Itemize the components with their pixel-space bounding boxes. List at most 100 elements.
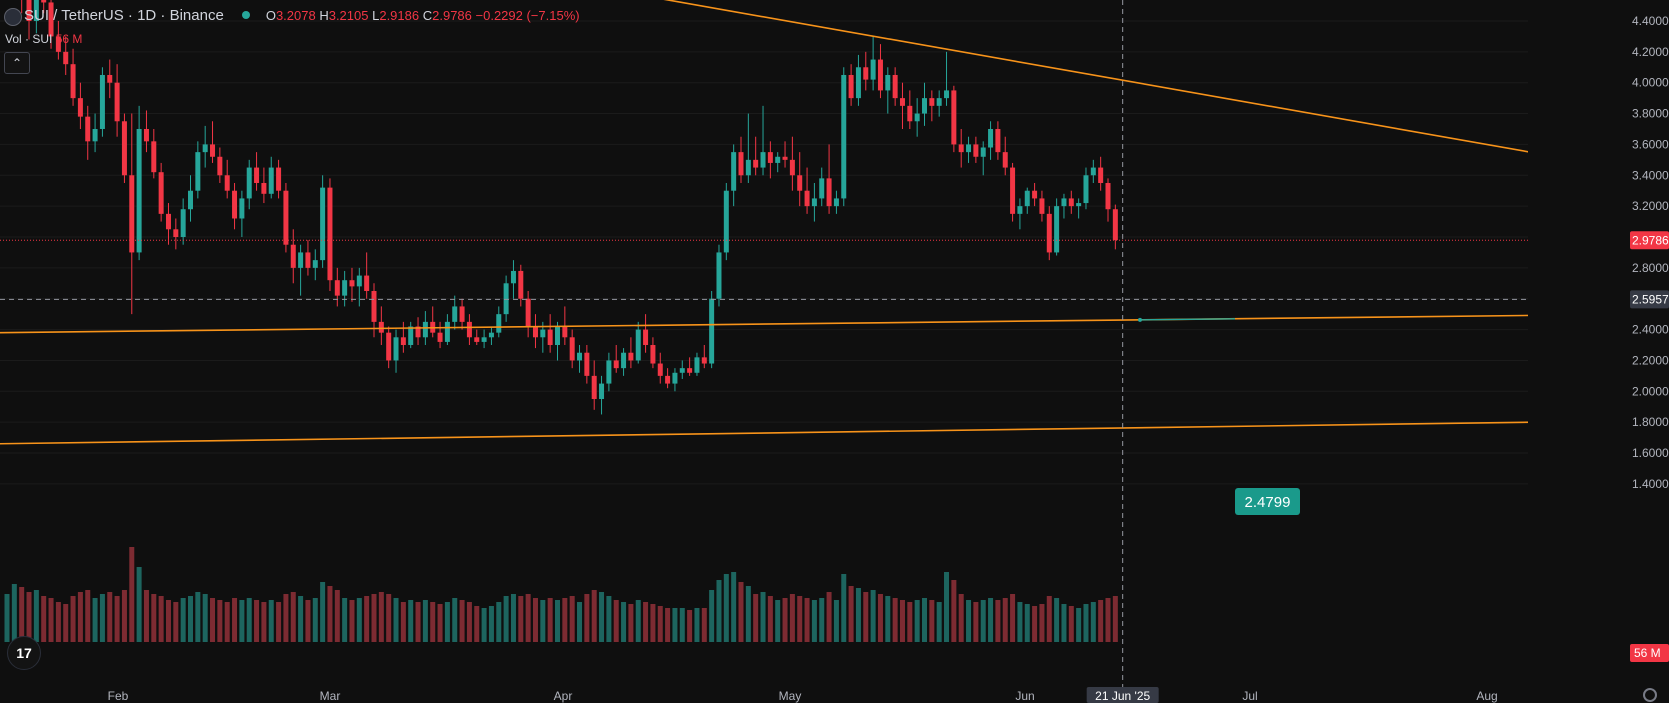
candle-body [907,105,913,122]
volume-bar [826,592,832,642]
candle-body [107,74,113,83]
volume-bar [848,586,854,642]
candle-body [635,329,641,361]
trendline[interactable] [0,313,1644,334]
volume-bar [158,596,164,642]
open-label: O [265,7,276,23]
price-tick-label: 2.0000 [1632,384,1669,398]
volume-bar [129,547,135,642]
candle-body [694,357,700,373]
candle-body [327,187,333,281]
time-tick-label: Aug [1476,689,1497,703]
price-tick-label: 4.0000 [1632,76,1669,90]
volume-bar [77,592,83,642]
volume-bar [246,598,252,642]
candle-body [899,98,905,106]
symbol-header[interactable]: SUI / TetherUS · 1D · Binance O3.2078 H3… [0,0,580,30]
chevron-up-icon[interactable]: ⌃ [4,52,30,74]
candle-body [349,280,355,287]
candle-body [709,298,715,364]
trendline[interactable] [0,419,1644,445]
candle-body [1105,182,1111,210]
candle-body [268,167,274,194]
volume-bar [1010,594,1016,642]
volume-bar [555,600,560,642]
candle-body [129,175,135,253]
high-label: H [319,7,329,23]
volume-bar [4,594,10,642]
candle-body [870,59,876,80]
tradingview-logo-icon[interactable]: 17 [7,636,41,670]
candle-body [151,141,157,173]
price-tick-label: 1.8000 [1632,415,1669,429]
volume-bar [452,598,458,642]
trendlines[interactable] [0,0,1644,445]
ohlc-values: O3.2078 H3.2105 L2.9186 C2.9786 −0.2292 … [266,8,580,23]
candle-body [562,326,568,338]
volume-bar [907,602,913,642]
time-axis[interactable]: Feb Mar Apr May Jun Jul Aug 21 Jun '25 [108,687,1498,703]
volume-bar [165,600,171,642]
volume-bar [767,596,773,642]
candle-body [540,329,546,338]
volume-bar [371,594,377,642]
volume-bar [966,600,972,642]
volume-bar [114,596,120,642]
candle-body [246,167,252,199]
gear-icon[interactable] [1643,688,1657,702]
volume-bar [268,600,274,642]
candle-body [48,2,54,37]
candle-body [914,113,920,122]
volume-legend[interactable]: Vol · SUI 56 M [5,32,82,46]
candle-body [173,229,179,237]
close-label: C [422,7,433,23]
candle-body [290,244,296,268]
candle-body [951,90,957,145]
price-axis[interactable]: 5.40005.20005.00004.80004.60004.40004.20… [1528,0,1669,703]
volume-bar [11,584,17,642]
volume-bar [466,602,472,642]
candle-body [760,152,766,168]
candle-body [701,357,707,364]
candle-body [980,147,986,157]
candle-body [775,156,781,163]
candle-body [988,128,994,148]
volume-bar [745,586,751,642]
candle-body [459,306,465,322]
candle-body [224,175,230,191]
candle-body [261,182,267,194]
volume-bar [232,598,238,642]
candle-body [532,326,538,338]
volume-bar [613,600,619,642]
volume-bar [121,590,127,642]
candle-body [408,326,414,346]
candle-body [334,280,340,296]
volume-bar [254,600,260,642]
candle-body [422,321,428,338]
volume-bar [995,600,1001,642]
symbol-title[interactable]: SUI / TetherUS · 1D · Binance [24,6,224,24]
volume-bar [951,580,957,642]
candle-body [210,144,216,157]
trendline[interactable] [0,0,1644,173]
candle-body [217,156,223,176]
candle-body [283,190,289,245]
candle-body [819,178,825,199]
volume-bar [107,592,113,642]
candle-body [393,337,399,361]
trendline-value-badge[interactable] [1235,488,1300,515]
volume-bar [709,590,715,642]
price-tick-label: 2.2000 [1632,353,1669,367]
candle-body [364,275,370,292]
candle-body [1083,175,1089,204]
candle-body [606,360,612,384]
volume-bar [944,572,950,642]
volume-bar [518,596,524,642]
volume-bar [760,592,766,642]
volume-bar [143,590,149,642]
candle-body [195,152,201,191]
volume-bar [540,600,546,642]
candle-body [510,270,516,284]
time-tick-label: Jun [1015,689,1034,703]
